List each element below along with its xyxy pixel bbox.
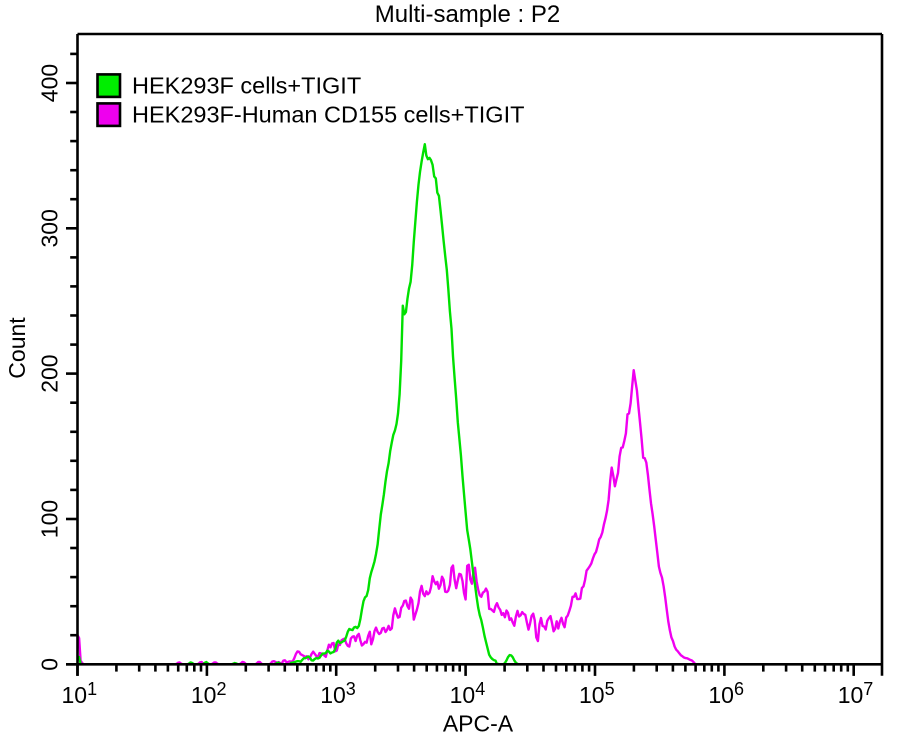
svg-text:HEK293F cells+TIGIT: HEK293F cells+TIGIT	[132, 73, 361, 99]
svg-text:Count: Count	[4, 317, 30, 379]
svg-text:HEK293F-Human CD155 cells+TIGI: HEK293F-Human CD155 cells+TIGIT	[132, 102, 524, 128]
svg-text:300: 300	[36, 209, 62, 247]
svg-text:100: 100	[36, 500, 62, 538]
svg-text:400: 400	[36, 64, 62, 102]
svg-text:Multi-sample : P2: Multi-sample : P2	[375, 1, 560, 28]
svg-text:0: 0	[36, 658, 62, 671]
svg-text:200: 200	[36, 354, 62, 392]
svg-text:APC-A: APC-A	[443, 711, 514, 737]
